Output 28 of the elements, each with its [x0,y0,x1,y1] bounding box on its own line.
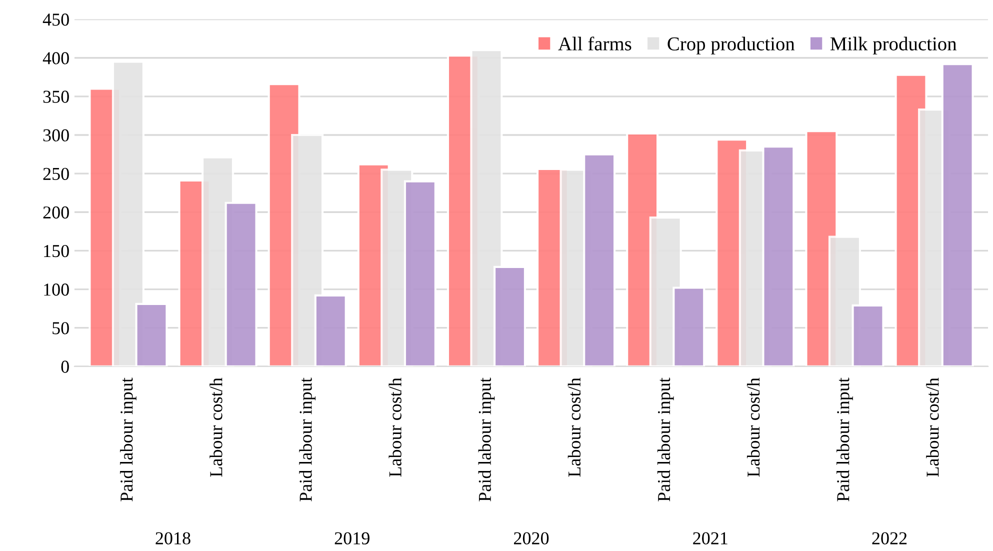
x-tick-label: Paid labour input [120,378,136,502]
text: 2018 [156,532,190,544]
text: 2021 [693,532,728,544]
y-tick-label: 450 [42,14,69,26]
y-tick-label: 250 [43,168,69,180]
x-tick-label: Labour cost/h [926,378,939,477]
y-tick-label: 150 [44,244,69,258]
y-tick-label: 200 [43,206,69,219]
y-tick-label: 50 [52,322,69,334]
x-tick-label: Labour cost/h [388,378,402,477]
y-tick-label: 400 [42,52,69,64]
text: 2019 [334,532,370,544]
x-tick-label: Paid labour input [657,378,674,502]
x-tick-label: Labour cost/h [746,378,760,477]
y-tick-label: 0 [61,360,69,373]
x-tick-label: Paid labour input [299,378,316,502]
text: 2020 [514,532,549,544]
legend-label: Crop production [668,36,795,54]
text: 2022 [872,532,907,544]
x-tick-label: Labour cost/h [568,378,581,477]
y-tick-label: 300 [43,129,69,142]
legend-label: All farms [558,36,632,50]
x-tick-label: Paid labour input [478,378,495,502]
x-tick-label: Labour cost/h [210,378,222,477]
y-tick-label: 350 [43,90,69,103]
x-tick-label: Paid labour input [836,378,853,502]
y-tick-label: 100 [44,284,69,296]
legend-label: Milk production [830,36,957,54]
